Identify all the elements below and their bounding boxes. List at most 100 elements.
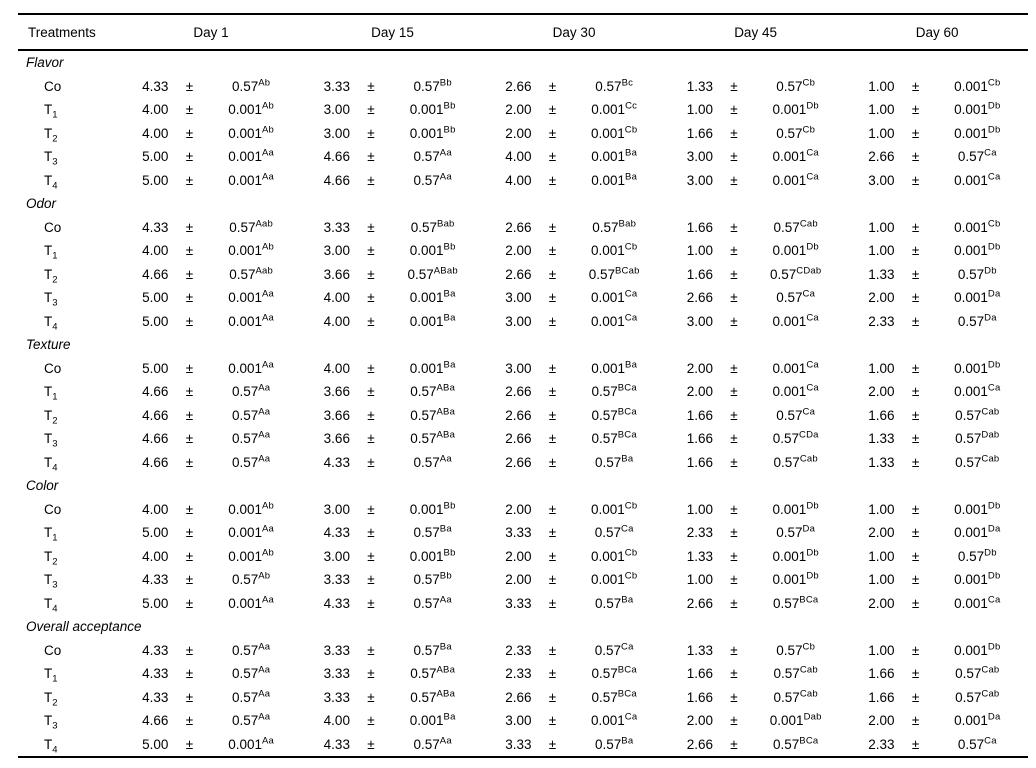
plus-minus-symbol: ± bbox=[548, 525, 557, 541]
mean-value: 4.66 bbox=[142, 384, 169, 400]
plus-minus-symbol: ± bbox=[730, 102, 738, 118]
treatment-label: T3 bbox=[44, 290, 58, 309]
significance-superscript: Cb bbox=[624, 547, 638, 559]
mean-value: 4.33 bbox=[142, 689, 169, 705]
plus-minus-symbol: ± bbox=[911, 736, 920, 752]
plus-minus-symbol: ± bbox=[185, 666, 194, 682]
treatment-subscript: 3 bbox=[52, 297, 58, 309]
significance-superscript: Bab bbox=[618, 218, 637, 230]
mean-value: 4.33 bbox=[142, 666, 169, 682]
plus-minus-symbol: ± bbox=[730, 407, 738, 423]
plus-minus-symbol: ± bbox=[730, 360, 738, 376]
plus-minus-symbol: ± bbox=[367, 736, 375, 752]
plus-minus-symbol: ± bbox=[185, 149, 194, 165]
mean-value: 3.33 bbox=[323, 219, 350, 235]
significance-superscript: Ba bbox=[625, 359, 638, 371]
mean-value: 1.33 bbox=[686, 78, 713, 94]
treatment-label: Co bbox=[44, 78, 62, 94]
plus-minus-symbol: ± bbox=[911, 102, 920, 118]
sd-value: 0.57Ab bbox=[231, 570, 271, 588]
sd-value: 0.001Dab bbox=[769, 711, 822, 729]
treatment-label: T3 bbox=[44, 431, 58, 450]
significance-superscript: ABa bbox=[436, 382, 456, 394]
plus-minus-symbol: ± bbox=[185, 384, 194, 400]
plus-minus-symbol: ± bbox=[548, 548, 557, 564]
sd-value: 0.001Cb bbox=[954, 218, 1001, 235]
plus-minus-symbol: ± bbox=[185, 407, 194, 423]
significance-superscript: Ca bbox=[984, 735, 997, 747]
attribute-section-row: Color bbox=[18, 474, 1028, 498]
day-column-header-2: Day 15 bbox=[301, 14, 484, 51]
treatment-row: T1 4.66 ±0.57Aa 3.66 ±0.57ABa 2.66 ±0.57BCa 2.0… bbox=[18, 380, 1028, 404]
attribute-section-row: Flavor bbox=[18, 50, 1028, 75]
treatment-label: T3 bbox=[44, 572, 58, 591]
plus-minus-symbol: ± bbox=[911, 360, 920, 376]
significance-superscript: ABa bbox=[436, 688, 456, 700]
mean-value: 5.00 bbox=[142, 149, 169, 165]
sd-value: 0.001Ca bbox=[954, 594, 1001, 611]
plus-minus-symbol: ± bbox=[911, 172, 920, 188]
sd-value: 0.57Cb bbox=[776, 124, 816, 141]
treatment-row: T2 4.00 ±0.001Ab 3.00 ±0.001Bb 2.00 ±0.001Cb 1.… bbox=[18, 545, 1028, 569]
significance-superscript: Ca bbox=[802, 406, 816, 418]
sd-value: 0.001Cb bbox=[591, 241, 638, 259]
significance-superscript: Ba bbox=[625, 147, 638, 159]
significance-superscript: BCa bbox=[617, 664, 637, 676]
significance-superscript: Ba bbox=[621, 453, 634, 465]
significance-superscript: Ab bbox=[258, 570, 271, 582]
significance-superscript: ABa bbox=[436, 664, 456, 676]
mean-value: 2.00 bbox=[686, 713, 713, 729]
mean-value: 2.66 bbox=[686, 290, 713, 306]
mean-value: 1.00 bbox=[868, 360, 895, 376]
mean-value: 3.33 bbox=[323, 642, 350, 658]
plus-minus-symbol: ± bbox=[730, 642, 738, 658]
sd-value: 0.001Ba bbox=[409, 711, 456, 729]
mean-value: 2.33 bbox=[505, 666, 532, 682]
sd-value: 0.57Ba bbox=[413, 523, 452, 541]
plus-minus-symbol: ± bbox=[730, 149, 738, 165]
sd-value: 0.57Ba bbox=[595, 735, 634, 752]
mean-value: 2.66 bbox=[505, 384, 532, 400]
mean-value: 4.66 bbox=[142, 431, 169, 447]
mean-value: 3.00 bbox=[505, 360, 532, 376]
treatment-row: T2 4.00 ±0.001Ab 3.00 ±0.001Bb 2.00 ±0.001Cb 1.… bbox=[18, 122, 1028, 146]
sd-value: 0.57BCab bbox=[588, 265, 640, 282]
mean-value: 1.00 bbox=[686, 102, 713, 118]
significance-superscript: Aa bbox=[258, 688, 271, 700]
plus-minus-symbol: ± bbox=[367, 266, 375, 282]
treatment-label: T4 bbox=[44, 595, 58, 615]
sd-value: 0.001Ba bbox=[591, 147, 638, 165]
sd-value: 0.001Db bbox=[954, 124, 1001, 141]
attribute-section-row: Overall acceptance bbox=[18, 615, 1028, 639]
mean-value: 1.66 bbox=[686, 431, 713, 447]
significance-superscript: Da bbox=[802, 523, 816, 535]
mean-value: 2.00 bbox=[868, 290, 895, 306]
mean-value: 3.00 bbox=[323, 243, 350, 259]
plus-minus-symbol: ± bbox=[548, 454, 557, 470]
plus-minus-symbol: ± bbox=[730, 501, 738, 517]
sd-value: 0.001Ab bbox=[228, 500, 275, 517]
mean-value: 4.66 bbox=[323, 149, 350, 165]
significance-superscript: Cab bbox=[799, 688, 818, 700]
plus-minus-symbol: ± bbox=[367, 384, 375, 400]
significance-superscript: Cb bbox=[624, 124, 638, 136]
plus-minus-symbol: ± bbox=[548, 501, 557, 517]
plus-minus-symbol: ± bbox=[367, 219, 375, 235]
mean-value: 4.33 bbox=[323, 736, 350, 752]
treatment-row: T1 4.33 ±0.57Aa 3.33 ±0.57ABa 2.33 ±0.57BCa 1.6… bbox=[18, 662, 1028, 686]
sd-value: 0.001Bb bbox=[409, 241, 456, 259]
plus-minus-symbol: ± bbox=[730, 384, 738, 400]
significance-superscript: Cab bbox=[981, 453, 1000, 465]
plus-minus-symbol: ± bbox=[185, 501, 194, 517]
significance-superscript: Ba bbox=[443, 288, 456, 300]
sd-value: 0.57BCa bbox=[591, 382, 637, 400]
sd-value: 0.001Ab bbox=[228, 241, 275, 259]
sd-value: 0.001Db bbox=[772, 500, 819, 517]
sd-value: 0.57Ca bbox=[594, 523, 634, 541]
significance-superscript: Cc bbox=[625, 100, 638, 112]
sd-value: 0.57BCa bbox=[591, 688, 637, 705]
plus-minus-symbol: ± bbox=[548, 313, 557, 329]
significance-superscript: Aa bbox=[439, 453, 452, 465]
treatment-label: T2 bbox=[44, 266, 58, 286]
sd-value: 0.001Db bbox=[772, 547, 819, 564]
